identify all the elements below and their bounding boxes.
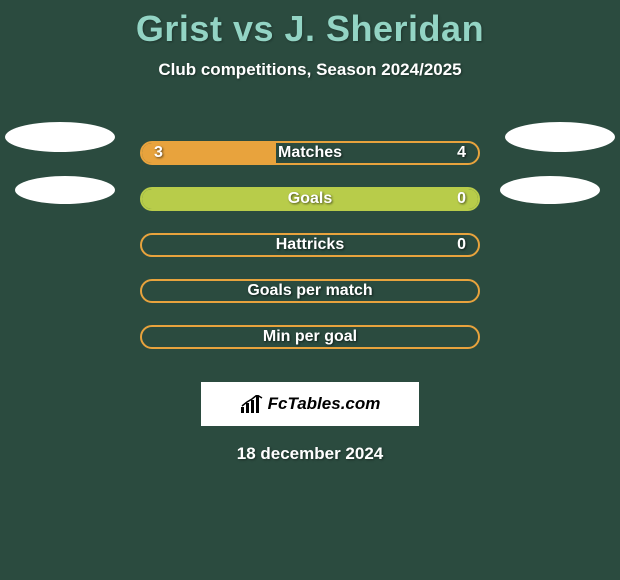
footer-logo: FcTables.com <box>201 382 419 426</box>
bar-label-hattricks: Hattricks <box>142 236 478 254</box>
stat-row-goals: Goals 0 <box>0 176 620 222</box>
header-container: Grist vs J. Sheridan <box>0 0 620 50</box>
footer-logo-text: FcTables.com <box>268 394 381 414</box>
bar-label-goals-per-match: Goals per match <box>142 282 478 300</box>
footer-date: 18 december 2024 <box>0 444 620 464</box>
stat-row-min-per-goal: Min per goal <box>0 314 620 360</box>
bar-goals-per-match: Goals per match <box>140 279 480 303</box>
stats-container: 3 Matches 4 Goals 0 Hattricks 0 Goals pe… <box>0 130 620 360</box>
bar-label-min-per-goal: Min per goal <box>142 328 478 346</box>
bar-min-per-goal: Min per goal <box>140 325 480 349</box>
stat-row-matches: 3 Matches 4 <box>0 130 620 176</box>
bar-right-value-goals: 0 <box>457 190 466 208</box>
bar-label-goals: Goals <box>142 190 478 208</box>
bar-right-value-hattricks: 0 <box>457 236 466 254</box>
bar-matches: 3 Matches 4 <box>140 141 480 165</box>
page-subtitle: Club competitions, Season 2024/2025 <box>0 60 620 80</box>
stat-row-goals-per-match: Goals per match <box>0 268 620 314</box>
bar-right-value-matches: 4 <box>457 144 466 162</box>
stat-row-hattricks: Hattricks 0 <box>0 222 620 268</box>
page-title: Grist vs J. Sheridan <box>0 8 620 50</box>
bar-label-matches: Matches <box>142 144 478 162</box>
bar-goals: Goals 0 <box>140 187 480 211</box>
bar-hattricks: Hattricks 0 <box>140 233 480 257</box>
chart-icon <box>240 395 264 413</box>
